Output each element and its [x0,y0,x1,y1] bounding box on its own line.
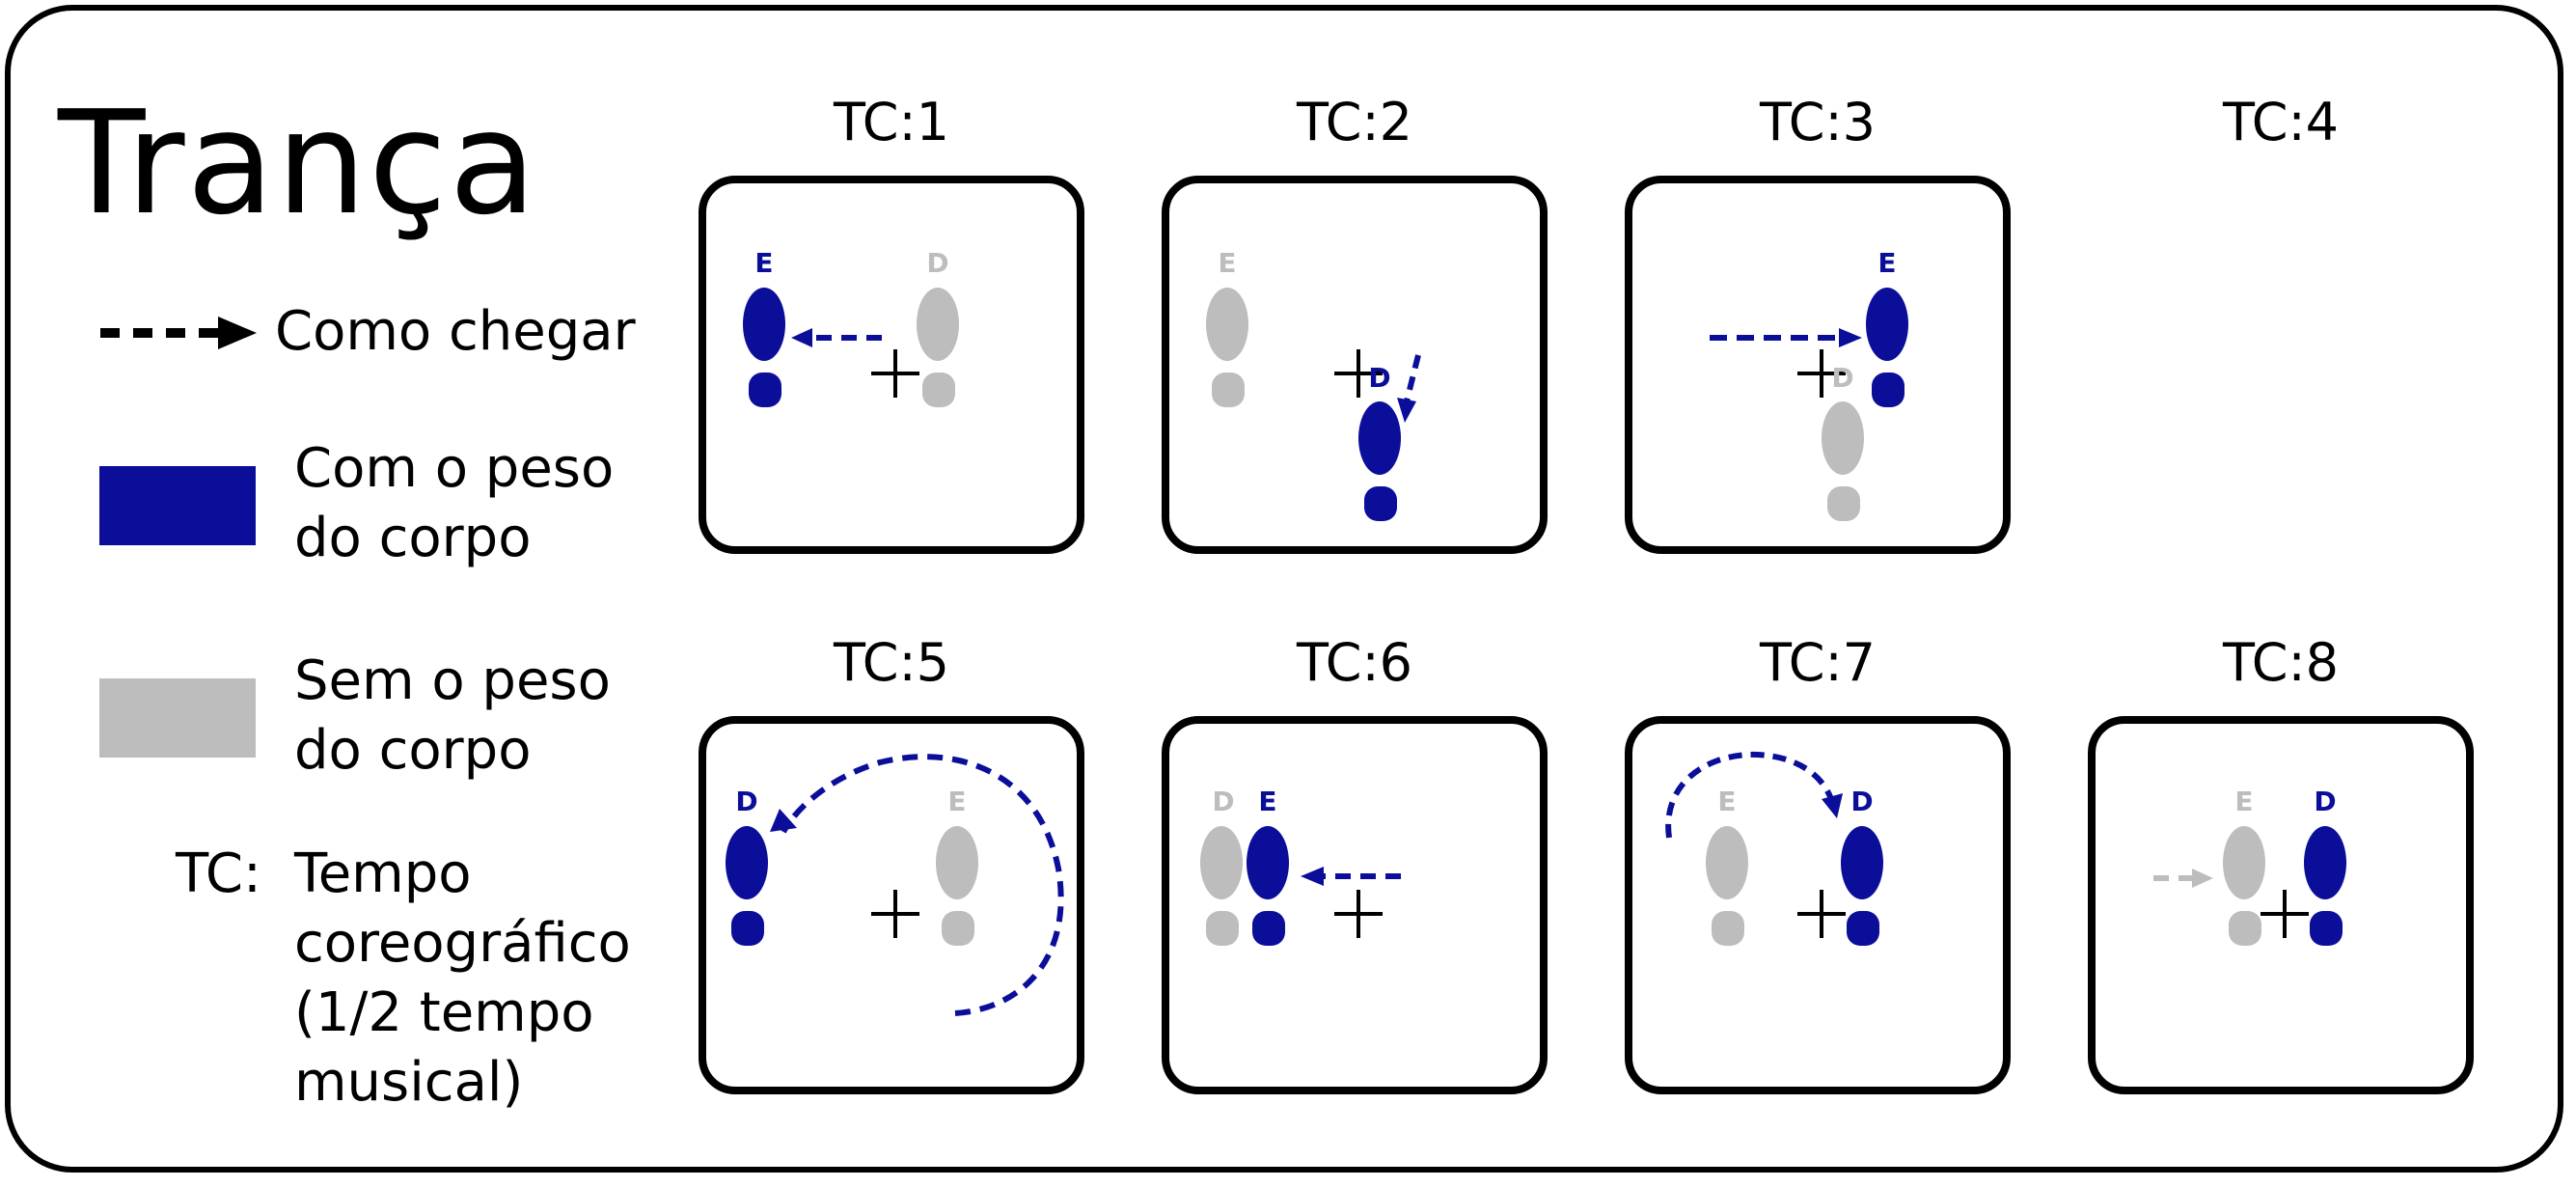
step-arrow [1397,354,1421,423]
left-foot-no-weight [2223,826,2265,946]
step-label-1: TC:1 [833,92,950,152]
step-8-drawing: E D [2153,786,2346,946]
step-arrow [1710,328,1862,347]
legend-no-weight-swatch [99,678,256,758]
right-foot-letter: D [735,786,757,817]
right-foot-no-weight [917,288,959,407]
step-panel-3: E D [1625,176,2011,554]
step-panel-6: D E [1162,716,1548,1094]
step-1-drawing: E D [743,247,959,407]
step-label-7: TC:7 [1759,632,1877,693]
step-7-drawing: E D [1665,751,1883,946]
left-foot-letter: E [1717,786,1736,817]
right-foot-letter: D [1850,786,1873,817]
center-cross-icon [871,349,919,398]
left-foot-letter: E [2234,786,2253,817]
legend-tc-abbr: TC: [176,842,261,905]
right-foot-no-weight [1822,401,1864,521]
step-5-drawing: D E [726,754,1064,1016]
step-label-3: TC:3 [1759,92,1877,152]
left-foot-weight [1247,826,1289,946]
left-foot-no-weight [1706,826,1748,946]
right-foot-weight [1841,826,1883,946]
step-2-drawing: E D [1206,247,1421,521]
step-arrow [1665,751,1843,839]
step-3-drawing: E D [1710,247,1908,521]
step-arrow [1301,867,1401,886]
step-label-5: TC:5 [833,632,950,693]
right-foot-weight [2304,826,2346,946]
left-foot-weight [743,288,785,407]
left-foot-no-weight [936,826,978,946]
legend-weight-swatch [99,466,256,545]
step-panel-5: D E [699,716,1084,1094]
left-foot-letter: E [1877,247,1896,279]
dashed-arrow-icon [100,317,257,349]
step-6-drawing: D E [1200,786,1401,946]
right-foot-letter: D [1368,362,1390,394]
right-foot-letter: D [2314,786,2336,817]
diagram-title: Trança [58,80,539,246]
right-foot-weight [726,826,768,946]
step-panel-8: E D [2088,716,2474,1094]
center-cross-icon [1797,349,1846,398]
step-arrow [791,328,882,347]
right-foot-weight [1358,401,1401,521]
center-cross-icon [2261,890,2309,938]
left-foot-letter: E [947,786,966,817]
step-arrow [2153,869,2213,888]
outer-frame [5,5,2563,1173]
right-foot-letter: D [926,247,948,279]
center-cross-icon [1334,349,1383,398]
legend-no-weight-label: Sem o peso do corpo [294,649,611,782]
left-foot-no-weight [1206,288,1248,407]
center-cross-icon [871,890,919,938]
left-foot-letter: E [754,247,773,279]
step-label-6: TC:6 [1296,632,1413,693]
left-foot-letter: E [1258,786,1276,817]
right-foot-letter: D [1212,786,1234,817]
step-label-8: TC:8 [2222,632,2340,693]
right-foot-letter: D [1831,362,1853,394]
step-panel-1: E D [699,176,1084,554]
left-foot-letter: E [1218,247,1236,279]
center-cross-icon [1334,890,1383,938]
step-arrow [770,754,1064,1016]
center-cross-icon [1797,890,1846,938]
step-label-2: TC:2 [1296,92,1413,152]
legend-weight-label: Com o peso do corpo [294,437,615,569]
left-foot-weight [1866,288,1908,407]
legend-tc-description: Tempo coreográfico (1/2 tempo musical) [294,842,631,1114]
step-panel-7: E D [1625,716,2011,1094]
right-foot-no-weight [1200,826,1243,946]
legend-arrow-label: Como chegar [275,300,636,363]
step-label-4: TC:4 [2222,92,2340,152]
step-panel-2: E D [1162,176,1548,554]
